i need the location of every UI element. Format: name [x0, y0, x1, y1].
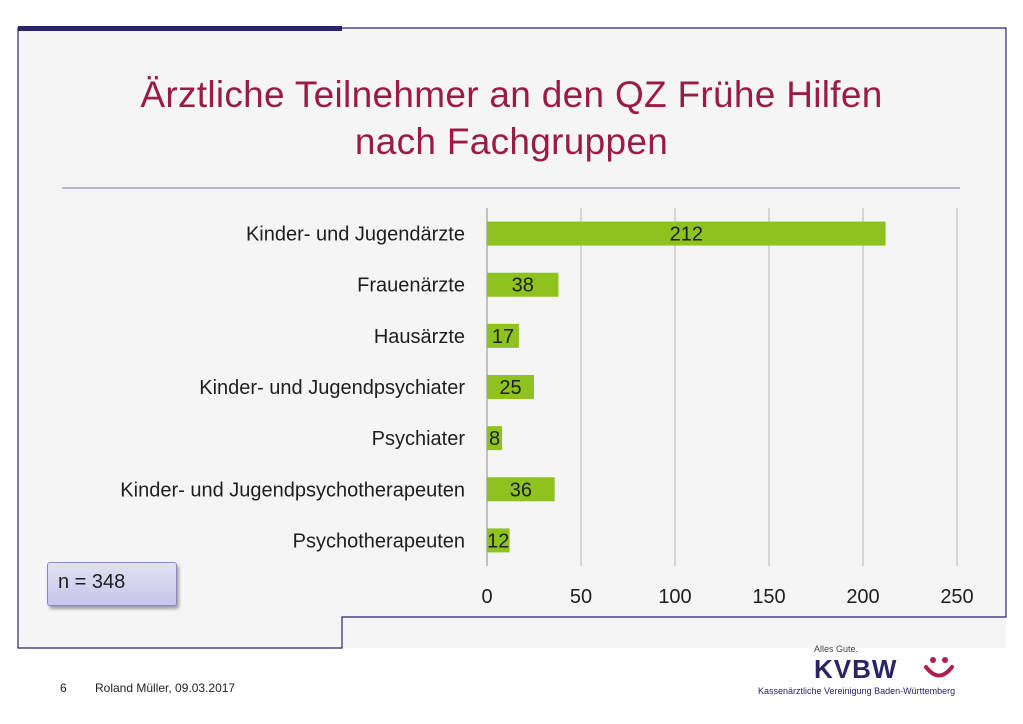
page-number: 6: [60, 681, 67, 695]
x-tick-label: 0: [481, 586, 492, 608]
sample-size-text: n = 348: [58, 571, 126, 593]
x-tick-label: 200: [846, 586, 879, 608]
bar: [487, 323, 519, 348]
bar: [487, 477, 555, 502]
chart-category-labels: Kinder- und Jugendärzte Frauenärzte Hausär…: [120, 224, 465, 553]
category-label: Frauenärzte: [357, 275, 465, 297]
bar-value-label: 17: [492, 326, 514, 348]
bar: [487, 426, 503, 451]
kvbw-logo: Alles Gute. KVBW Kassenärztliche Vereini…: [758, 644, 958, 700]
x-tick-label: 250: [940, 586, 973, 608]
category-label: Psychiater: [372, 428, 466, 450]
x-tick-label: 100: [658, 586, 691, 608]
chart-bars: 212 38 17 25 8 36 12: [487, 221, 886, 553]
bar: [487, 375, 534, 399]
category-label: Kinder- und Jugendpsychotherapeuten: [120, 479, 465, 501]
bar: [487, 272, 559, 297]
bar-value-label: 36: [510, 479, 532, 501]
chart-gridlines: [486, 208, 958, 566]
bar-value-label: 38: [512, 275, 534, 297]
chart-tick-labels: 0 50 100 150 200 250: [481, 586, 973, 608]
x-tick-label: 50: [570, 586, 592, 608]
bar-value-label: 212: [670, 224, 703, 246]
bar: [487, 528, 510, 553]
x-tick-label: 150: [752, 586, 785, 608]
bar-value-label: 8: [489, 428, 500, 450]
category-label: Hausärzte: [374, 326, 465, 348]
bar: [487, 221, 886, 246]
category-label: Kinder- und Jugendpsychiater: [199, 377, 465, 399]
slide-title-line-2: nach Fachgruppen: [354, 121, 669, 162]
category-label: Psychotherapeuten: [293, 530, 465, 552]
logo-wordmark: KVBW: [814, 654, 898, 684]
slide-title-line-1: Ärztliche Teilnehmer an den QZ Frühe Hil…: [140, 74, 883, 115]
sample-size-box: n = 348: [47, 562, 177, 606]
smile-icon: [924, 657, 954, 678]
logo-tagline: Alles Gute.: [814, 644, 859, 654]
bar-value-label: 12: [487, 530, 509, 552]
category-label: Kinder- und Jugendärzte: [246, 224, 465, 246]
footer-author-date: Roland Müller, 09.03.2017: [95, 681, 236, 695]
bar-value-label: 25: [499, 377, 521, 399]
logo-subtitle: Kassenärztliche Vereinigung Baden-Württe…: [758, 686, 956, 696]
